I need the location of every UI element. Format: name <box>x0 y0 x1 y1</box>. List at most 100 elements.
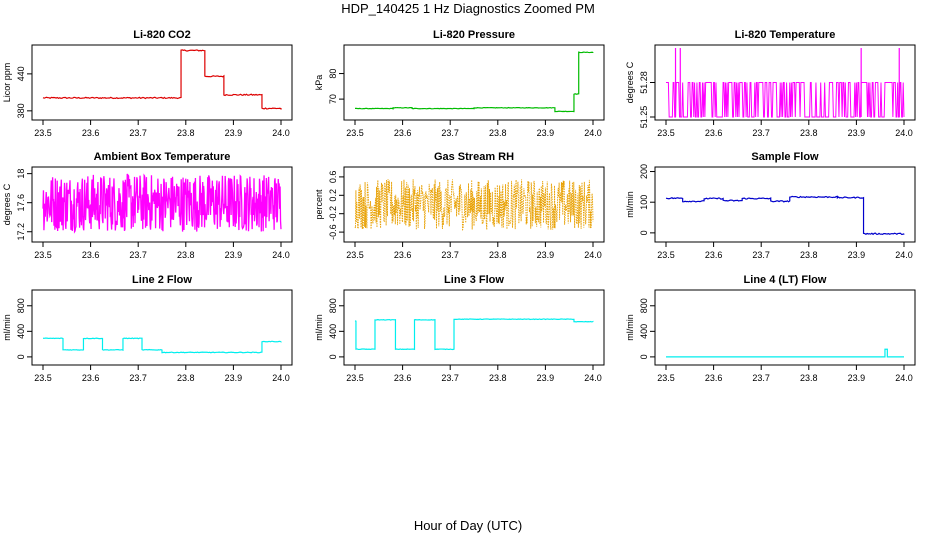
y-tick-label: 0 <box>639 354 649 359</box>
x-tick-label: 23.6 <box>82 250 100 260</box>
x-tick-label: 23.6 <box>394 128 412 138</box>
y-tick-label: 800 <box>16 298 26 313</box>
series-line <box>354 179 594 231</box>
x-tick-label: 23.9 <box>848 373 866 383</box>
panel-6: Sample Flow 23.5 23.6 23.7 23.8 23.9 24.0 0 100 2… <box>625 151 916 260</box>
y-tick-label: 80 <box>328 69 338 79</box>
x-tick-label: 23.8 <box>177 373 195 383</box>
panel-9: Line 4 (LT) Flow 23.5 23.6 23.7 23.8 23.9 24.0… <box>625 274 916 383</box>
plot-frame <box>31 44 293 121</box>
y-tick-label: 0 <box>639 230 649 235</box>
x-tick-label: 23.6 <box>705 250 723 260</box>
x-tick-label: 23.8 <box>800 128 818 138</box>
x-tick-label: 24.0 <box>272 250 290 260</box>
x-tick-label: 23.5 <box>657 250 675 260</box>
x-tick-label: 23.5 <box>657 373 675 383</box>
series-line <box>354 318 594 351</box>
panel-title: Gas Stream RH <box>434 151 514 163</box>
series-line <box>666 348 904 358</box>
x-tick-label: 23.7 <box>129 373 147 383</box>
plot-frame <box>343 44 605 121</box>
x-tick-label: 23.8 <box>177 128 195 138</box>
series-line <box>42 49 282 110</box>
panel-7: Line 2 Flow 23.5 23.6 23.7 23.8 23.9 24.0 0 400 8… <box>2 274 293 383</box>
panel-title: Line 3 Flow <box>444 274 504 286</box>
x-tick-label: 23.9 <box>848 250 866 260</box>
x-tick-label: 23.6 <box>394 373 412 383</box>
x-tick-label: 23.8 <box>177 250 195 260</box>
x-tick-label: 23.9 <box>537 128 555 138</box>
x-tick-label: 23.5 <box>346 128 364 138</box>
x-tick-label: 24.0 <box>584 373 602 383</box>
x-tick-label: 23.7 <box>129 128 147 138</box>
figure-title: HDP_140425 1 Hz Diagnostics Zoomed PM <box>341 1 595 16</box>
panel-1: Li-820 CO2 23.5 23.6 23.7 23.8 23.9 24.0 380 440… <box>2 29 293 138</box>
x-tick-label: 23.8 <box>800 250 818 260</box>
y-tick-label: 0 <box>328 354 338 359</box>
x-tick-label: 23.5 <box>346 250 364 260</box>
y-tick-label: 51.25 <box>639 106 649 129</box>
y-tick-label: 400 <box>639 324 649 339</box>
panel-5: Gas Stream RH 23.5 23.6 23.7 23.8 23.9 24.0 -0.… <box>314 151 605 260</box>
y-axis-label: Licor ppm <box>2 63 12 103</box>
x-axis-title: Hour of Day (UTC) <box>413 518 523 533</box>
y-axis-label: degrees C <box>625 61 635 103</box>
x-tick-label: 23.8 <box>489 250 507 260</box>
x-tick-label: 23.8 <box>489 128 507 138</box>
x-tick-label: 23.6 <box>82 373 100 383</box>
y-tick-label: 70 <box>328 94 338 104</box>
plot-frame <box>654 166 916 243</box>
y-tick-label: 0.6 <box>328 171 338 184</box>
plot-frame <box>31 166 293 243</box>
series-line <box>665 195 905 236</box>
x-tick-label: 23.9 <box>225 128 243 138</box>
x-tick-label: 23.5 <box>657 128 675 138</box>
x-tick-label: 24.0 <box>895 250 913 260</box>
x-tick-label: 24.0 <box>272 128 290 138</box>
panel-3: Li-820 Temperature 23.5 23.6 23.7 23.8 23.9 24… <box>625 29 916 138</box>
y-tick-label: 18 <box>16 169 26 179</box>
x-tick-label: 23.8 <box>489 373 507 383</box>
x-tick-label: 23.9 <box>537 250 555 260</box>
x-tick-label: 23.6 <box>394 250 412 260</box>
panel-title: Li-820 Pressure <box>433 29 515 41</box>
plot-frame <box>343 289 605 366</box>
panel-title: Line 4 (LT) Flow <box>744 274 827 286</box>
y-tick-label: 17.2 <box>16 223 26 241</box>
x-tick-label: 24.0 <box>272 373 290 383</box>
y-tick-label: 51.28 <box>639 71 649 94</box>
y-tick-label: 380 <box>16 103 26 118</box>
plot-frame <box>343 166 605 243</box>
plot-frame <box>654 289 916 366</box>
x-tick-label: 23.7 <box>441 373 459 383</box>
y-tick-label: -0.6 <box>328 224 338 240</box>
y-axis-label: ml/min <box>625 191 635 218</box>
y-tick-label: 0 <box>16 354 26 359</box>
x-tick-label: 23.7 <box>752 250 770 260</box>
x-tick-label: 24.0 <box>895 373 913 383</box>
x-tick-label: 23.9 <box>537 373 555 383</box>
y-axis-label: degrees C <box>2 183 12 225</box>
x-tick-label: 23.7 <box>129 250 147 260</box>
y-axis-label: percent <box>314 189 324 220</box>
x-tick-label: 23.9 <box>225 250 243 260</box>
y-tick-label: -0.2 <box>328 206 338 222</box>
x-tick-label: 23.7 <box>441 250 459 260</box>
y-tick-label: 800 <box>639 298 649 313</box>
panel-title: Ambient Box Temperature <box>94 151 231 163</box>
panel-2: Li-820 Pressure 23.5 23.6 23.7 23.8 23.9 24.0 7… <box>314 29 605 138</box>
x-tick-label: 23.5 <box>34 250 52 260</box>
panel-8: Line 3 Flow 23.5 23.6 23.7 23.8 23.9 24.0 0 400 8… <box>314 274 605 383</box>
y-tick-label: 17.6 <box>16 194 26 212</box>
x-tick-label: 23.8 <box>800 373 818 383</box>
plot-frame <box>31 289 293 366</box>
x-tick-label: 23.6 <box>705 373 723 383</box>
x-tick-label: 23.6 <box>705 128 723 138</box>
series-line <box>42 337 282 354</box>
x-tick-label: 23.9 <box>848 128 866 138</box>
x-tick-label: 23.5 <box>34 128 52 138</box>
y-tick-label: 800 <box>328 298 338 313</box>
x-tick-label: 23.5 <box>34 373 52 383</box>
panel-title: Li-820 Temperature <box>735 29 836 41</box>
